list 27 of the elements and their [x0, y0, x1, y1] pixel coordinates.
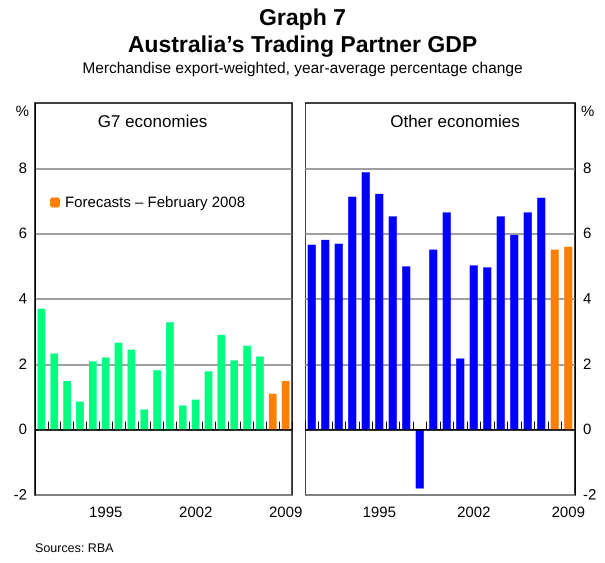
y-tick-label: 6 — [583, 225, 592, 242]
text: G7 economies — [98, 112, 208, 131]
x-tick-label: 2002 — [457, 504, 490, 521]
y-tick-label: 2 — [18, 356, 27, 373]
source-note: Sources: RBA — [35, 541, 114, 555]
y-tick-label: -2 — [14, 486, 27, 504]
y-tick-label: 8 — [18, 160, 27, 177]
x-tick-label: 2009 — [268, 504, 302, 521]
text: Other economies — [390, 112, 520, 131]
y-tick-label: 8 — [583, 160, 592, 177]
y-tick-label: 4 — [18, 290, 27, 308]
y-tick-label: 6 — [18, 225, 27, 242]
x-tick-label: 1995 — [362, 504, 396, 521]
y-axis-title: % — [581, 103, 594, 120]
y-tick-label: 4 — [583, 290, 592, 308]
legend-label: Forecasts – February 2008 — [65, 194, 246, 211]
y-tick-label: 2 — [583, 356, 592, 373]
y-tick-label: 0 — [18, 421, 27, 438]
x-tick-label: 1995 — [89, 504, 122, 521]
caption: Graph 7 — [258, 4, 347, 31]
x-tick-label: 2002 — [178, 504, 212, 521]
x-tick-label: 2009 — [552, 504, 585, 521]
text: Merchandise export-weighted, year-average percentage change — [81, 59, 524, 79]
y-tick-label: -2 — [583, 486, 596, 504]
text: Australia’s Trading Partner GDP — [126, 31, 478, 58]
y-axis-title: % — [16, 103, 29, 120]
y-tick-label: 0 — [583, 421, 592, 438]
